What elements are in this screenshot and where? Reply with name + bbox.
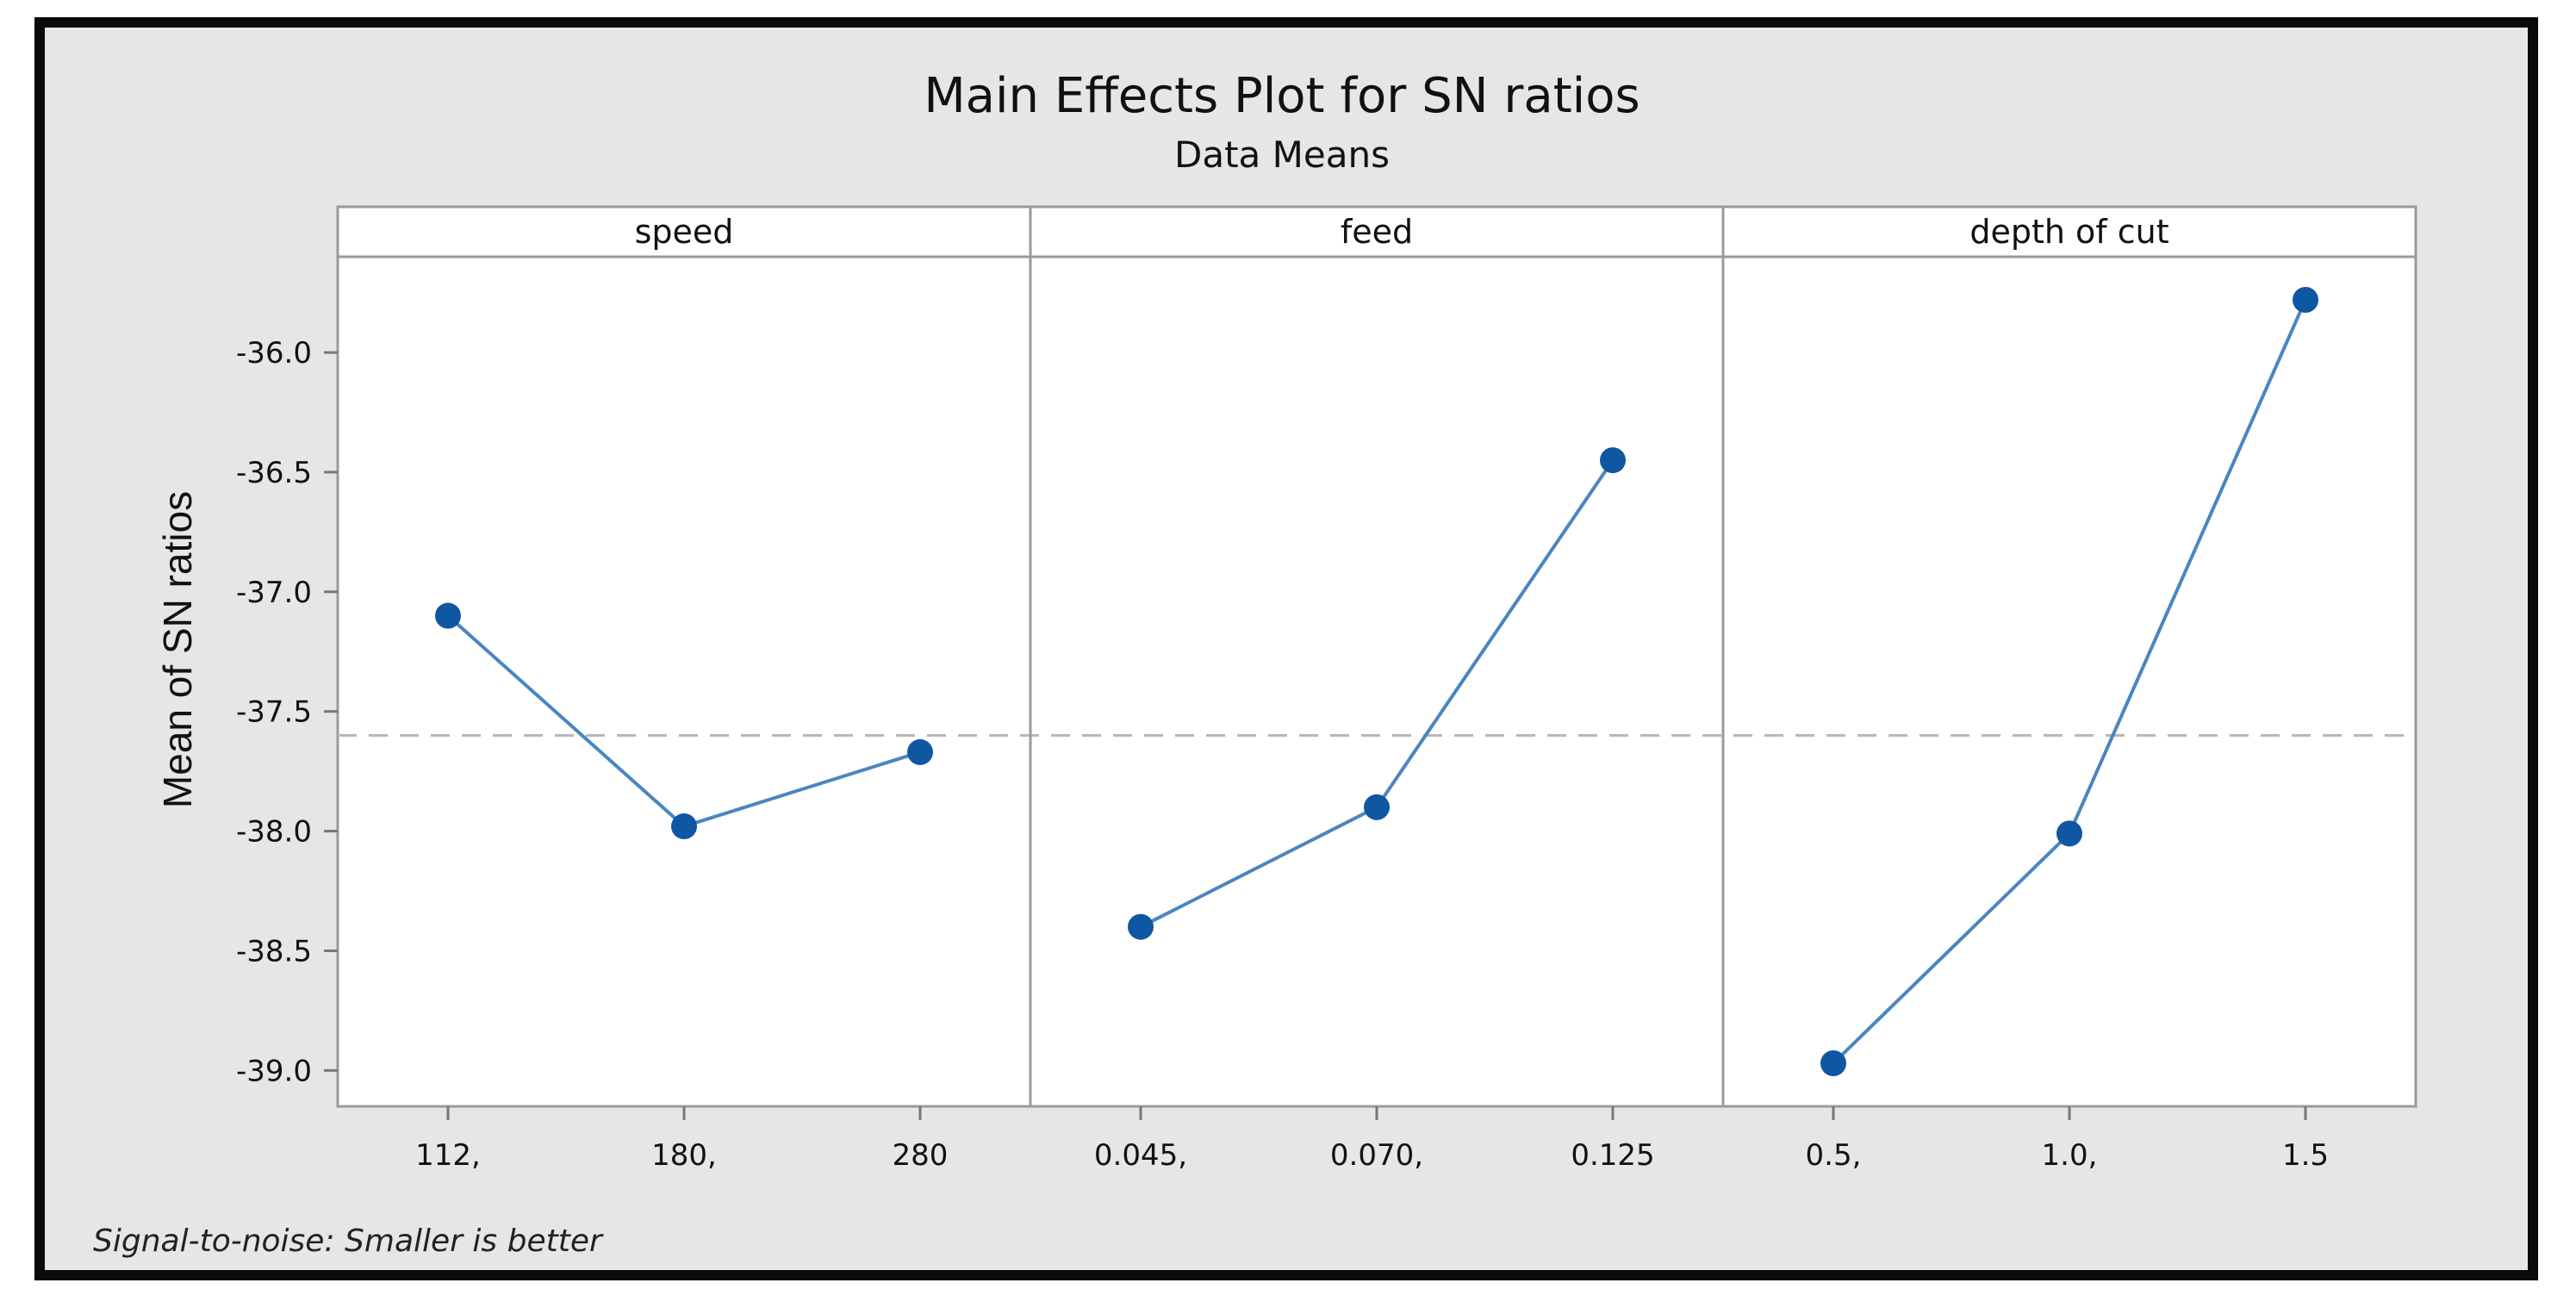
data-point [1820, 1050, 1846, 1077]
data-point [1600, 447, 1626, 474]
y-tick-label: -39.0 [236, 1054, 312, 1088]
data-point [2056, 820, 2082, 847]
y-tick-label: -37.0 [236, 576, 312, 610]
x-tick-label: 1.5 [2282, 1138, 2329, 1173]
y-axis-label: Mean of SN ratios [155, 491, 200, 808]
x-tick-label: 180, [651, 1138, 717, 1173]
main-effects-chart: Main Effects Plot for SN ratios Data Mea… [93, 68, 2417, 1259]
y-tick-label: -38.5 [236, 934, 312, 968]
chart-footnote: Signal-to-noise: Smaller is better [93, 1224, 604, 1259]
x-tick-label: 1.0, [2042, 1138, 2098, 1173]
panel-label: depth of cut [1969, 213, 2168, 251]
plot-layer: -36.0 -36.5 -37.0 -37.5 -38.0 -38.5 -39.0 speed… [236, 205, 2417, 1173]
data-point [907, 738, 933, 765]
x-tick-label: 0.045, [1094, 1138, 1187, 1173]
y-tick-label: -36.0 [236, 336, 312, 371]
chart-title: Main Effects Plot for SN ratios [924, 68, 1640, 124]
x-tick-label: 112, [415, 1138, 481, 1173]
panel-label: feed [1341, 213, 1413, 251]
x-tick-label: 0.125 [1571, 1138, 1654, 1173]
data-point [1364, 794, 1390, 820]
y-tick-label: -38.0 [236, 815, 312, 850]
x-tick-label: 0.5, [1806, 1138, 1862, 1173]
y-tick-label: -36.5 [236, 456, 312, 490]
panel-label: speed [635, 213, 734, 251]
x-tick-label: 280 [893, 1138, 949, 1173]
data-point [1128, 913, 1154, 940]
data-point [2293, 286, 2318, 313]
y-tick-label: -37.5 [236, 695, 312, 730]
chart-subtitle: Data Means [1174, 134, 1390, 176]
data-point [435, 602, 461, 629]
plot-area [336, 205, 2417, 1108]
x-tick-label: 0.070, [1330, 1138, 1423, 1173]
figure-frame: Main Effects Plot for SN ratios Data Mea… [34, 17, 2538, 1280]
data-point [671, 813, 697, 840]
